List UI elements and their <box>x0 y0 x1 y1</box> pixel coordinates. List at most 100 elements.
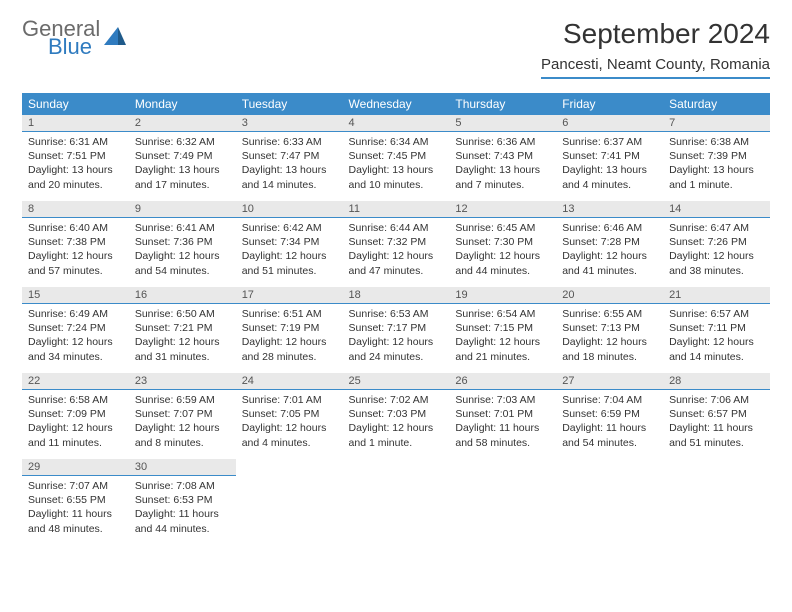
day-number: 3 <box>236 115 343 132</box>
day-body: Sunrise: 6:37 AMSunset: 7:41 PMDaylight:… <box>556 132 663 196</box>
sunrise-line: Sunrise: 6:55 AM <box>562 307 657 321</box>
day-body: Sunrise: 6:54 AMSunset: 7:15 PMDaylight:… <box>449 304 556 368</box>
sunset-line: Sunset: 7:19 PM <box>242 321 337 335</box>
sunrise-line: Sunrise: 6:45 AM <box>455 221 550 235</box>
daylight-line: Daylight: 12 hours and 11 minutes. <box>28 421 123 449</box>
day-number: 19 <box>449 287 556 304</box>
day-number: 11 <box>343 201 450 218</box>
sunset-line: Sunset: 7:38 PM <box>28 235 123 249</box>
sunrise-line: Sunrise: 7:04 AM <box>562 393 657 407</box>
calendar-cell-empty <box>343 459 450 545</box>
calendar-cell: 5Sunrise: 6:36 AMSunset: 7:43 PMDaylight… <box>449 115 556 201</box>
day-body: Sunrise: 6:41 AMSunset: 7:36 PMDaylight:… <box>129 218 236 282</box>
sunrise-line: Sunrise: 6:37 AM <box>562 135 657 149</box>
sunrise-line: Sunrise: 6:59 AM <box>135 393 230 407</box>
day-number: 28 <box>663 373 770 390</box>
sunrise-line: Sunrise: 6:54 AM <box>455 307 550 321</box>
day-number: 29 <box>22 459 129 476</box>
sunrise-line: Sunrise: 6:40 AM <box>28 221 123 235</box>
sunset-line: Sunset: 6:57 PM <box>669 407 764 421</box>
day-number: 1 <box>22 115 129 132</box>
day-number: 15 <box>22 287 129 304</box>
month-title: September 2024 <box>541 18 770 50</box>
sunset-line: Sunset: 7:05 PM <box>242 407 337 421</box>
calendar-table: Sunday Monday Tuesday Wednesday Thursday… <box>22 93 770 545</box>
calendar-cell-empty <box>236 459 343 545</box>
logo-text: General Blue <box>22 18 100 58</box>
sunset-line: Sunset: 7:41 PM <box>562 149 657 163</box>
calendar-cell: 9Sunrise: 6:41 AMSunset: 7:36 PMDaylight… <box>129 201 236 287</box>
day-body: Sunrise: 6:45 AMSunset: 7:30 PMDaylight:… <box>449 218 556 282</box>
calendar-row: 22Sunrise: 6:58 AMSunset: 7:09 PMDayligh… <box>22 373 770 459</box>
daylight-line: Daylight: 12 hours and 51 minutes. <box>242 249 337 277</box>
title-block: September 2024 Pancesti, Neamt County, R… <box>541 18 770 79</box>
day-header: Wednesday <box>343 93 450 115</box>
daylight-line: Daylight: 11 hours and 48 minutes. <box>28 507 123 535</box>
calendar-cell: 25Sunrise: 7:02 AMSunset: 7:03 PMDayligh… <box>343 373 450 459</box>
day-header: Thursday <box>449 93 556 115</box>
daylight-line: Daylight: 12 hours and 1 minute. <box>349 421 444 449</box>
day-number: 25 <box>343 373 450 390</box>
daylight-line: Daylight: 12 hours and 54 minutes. <box>135 249 230 277</box>
day-body: Sunrise: 6:38 AMSunset: 7:39 PMDaylight:… <box>663 132 770 196</box>
calendar-cell-empty <box>449 459 556 545</box>
calendar-cell: 2Sunrise: 6:32 AMSunset: 7:49 PMDaylight… <box>129 115 236 201</box>
day-body: Sunrise: 6:44 AMSunset: 7:32 PMDaylight:… <box>343 218 450 282</box>
day-number: 13 <box>556 201 663 218</box>
sunset-line: Sunset: 7:24 PM <box>28 321 123 335</box>
sunset-line: Sunset: 7:30 PM <box>455 235 550 249</box>
sunset-line: Sunset: 7:01 PM <box>455 407 550 421</box>
day-number: 18 <box>343 287 450 304</box>
sunset-line: Sunset: 7:09 PM <box>28 407 123 421</box>
daylight-line: Daylight: 12 hours and 41 minutes. <box>562 249 657 277</box>
calendar-cell-empty <box>663 459 770 545</box>
day-body: Sunrise: 6:32 AMSunset: 7:49 PMDaylight:… <box>129 132 236 196</box>
calendar-cell: 27Sunrise: 7:04 AMSunset: 6:59 PMDayligh… <box>556 373 663 459</box>
sunrise-line: Sunrise: 6:53 AM <box>349 307 444 321</box>
day-body: Sunrise: 6:31 AMSunset: 7:51 PMDaylight:… <box>22 132 129 196</box>
calendar-cell: 8Sunrise: 6:40 AMSunset: 7:38 PMDaylight… <box>22 201 129 287</box>
calendar-cell: 10Sunrise: 6:42 AMSunset: 7:34 PMDayligh… <box>236 201 343 287</box>
sunrise-line: Sunrise: 6:31 AM <box>28 135 123 149</box>
sunrise-line: Sunrise: 6:44 AM <box>349 221 444 235</box>
day-number: 10 <box>236 201 343 218</box>
sunrise-line: Sunrise: 6:36 AM <box>455 135 550 149</box>
day-number: 17 <box>236 287 343 304</box>
daylight-line: Daylight: 12 hours and 8 minutes. <box>135 421 230 449</box>
sunset-line: Sunset: 7:28 PM <box>562 235 657 249</box>
sunset-line: Sunset: 7:17 PM <box>349 321 444 335</box>
daylight-line: Daylight: 11 hours and 51 minutes. <box>669 421 764 449</box>
day-header: Monday <box>129 93 236 115</box>
daylight-line: Daylight: 12 hours and 44 minutes. <box>455 249 550 277</box>
sunset-line: Sunset: 7:11 PM <box>669 321 764 335</box>
calendar-cell: 3Sunrise: 6:33 AMSunset: 7:47 PMDaylight… <box>236 115 343 201</box>
calendar-cell: 16Sunrise: 6:50 AMSunset: 7:21 PMDayligh… <box>129 287 236 373</box>
calendar-cell: 1Sunrise: 6:31 AMSunset: 7:51 PMDaylight… <box>22 115 129 201</box>
day-body: Sunrise: 7:01 AMSunset: 7:05 PMDaylight:… <box>236 390 343 454</box>
day-number: 30 <box>129 459 236 476</box>
calendar-cell: 22Sunrise: 6:58 AMSunset: 7:09 PMDayligh… <box>22 373 129 459</box>
calendar-cell: 6Sunrise: 6:37 AMSunset: 7:41 PMDaylight… <box>556 115 663 201</box>
daylight-line: Daylight: 13 hours and 10 minutes. <box>349 163 444 191</box>
day-number: 21 <box>663 287 770 304</box>
calendar-cell: 26Sunrise: 7:03 AMSunset: 7:01 PMDayligh… <box>449 373 556 459</box>
day-body: Sunrise: 6:33 AMSunset: 7:47 PMDaylight:… <box>236 132 343 196</box>
calendar-cell: 19Sunrise: 6:54 AMSunset: 7:15 PMDayligh… <box>449 287 556 373</box>
day-body: Sunrise: 6:53 AMSunset: 7:17 PMDaylight:… <box>343 304 450 368</box>
calendar-row: 1Sunrise: 6:31 AMSunset: 7:51 PMDaylight… <box>22 115 770 201</box>
day-number: 22 <box>22 373 129 390</box>
day-number: 24 <box>236 373 343 390</box>
daylight-line: Daylight: 13 hours and 4 minutes. <box>562 163 657 191</box>
sunset-line: Sunset: 7:43 PM <box>455 149 550 163</box>
day-body: Sunrise: 7:08 AMSunset: 6:53 PMDaylight:… <box>129 476 236 540</box>
daylight-line: Daylight: 13 hours and 14 minutes. <box>242 163 337 191</box>
sunrise-line: Sunrise: 6:41 AM <box>135 221 230 235</box>
day-body: Sunrise: 7:02 AMSunset: 7:03 PMDaylight:… <box>343 390 450 454</box>
calendar-cell: 20Sunrise: 6:55 AMSunset: 7:13 PMDayligh… <box>556 287 663 373</box>
sunset-line: Sunset: 7:07 PM <box>135 407 230 421</box>
daylight-line: Daylight: 12 hours and 38 minutes. <box>669 249 764 277</box>
calendar-cell: 24Sunrise: 7:01 AMSunset: 7:05 PMDayligh… <box>236 373 343 459</box>
day-body: Sunrise: 6:59 AMSunset: 7:07 PMDaylight:… <box>129 390 236 454</box>
day-number: 27 <box>556 373 663 390</box>
sunset-line: Sunset: 7:49 PM <box>135 149 230 163</box>
